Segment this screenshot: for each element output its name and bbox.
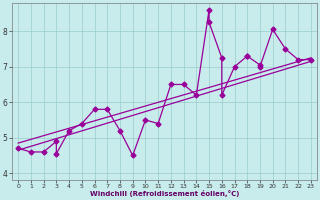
- X-axis label: Windchill (Refroidissement éolien,°C): Windchill (Refroidissement éolien,°C): [90, 190, 239, 197]
